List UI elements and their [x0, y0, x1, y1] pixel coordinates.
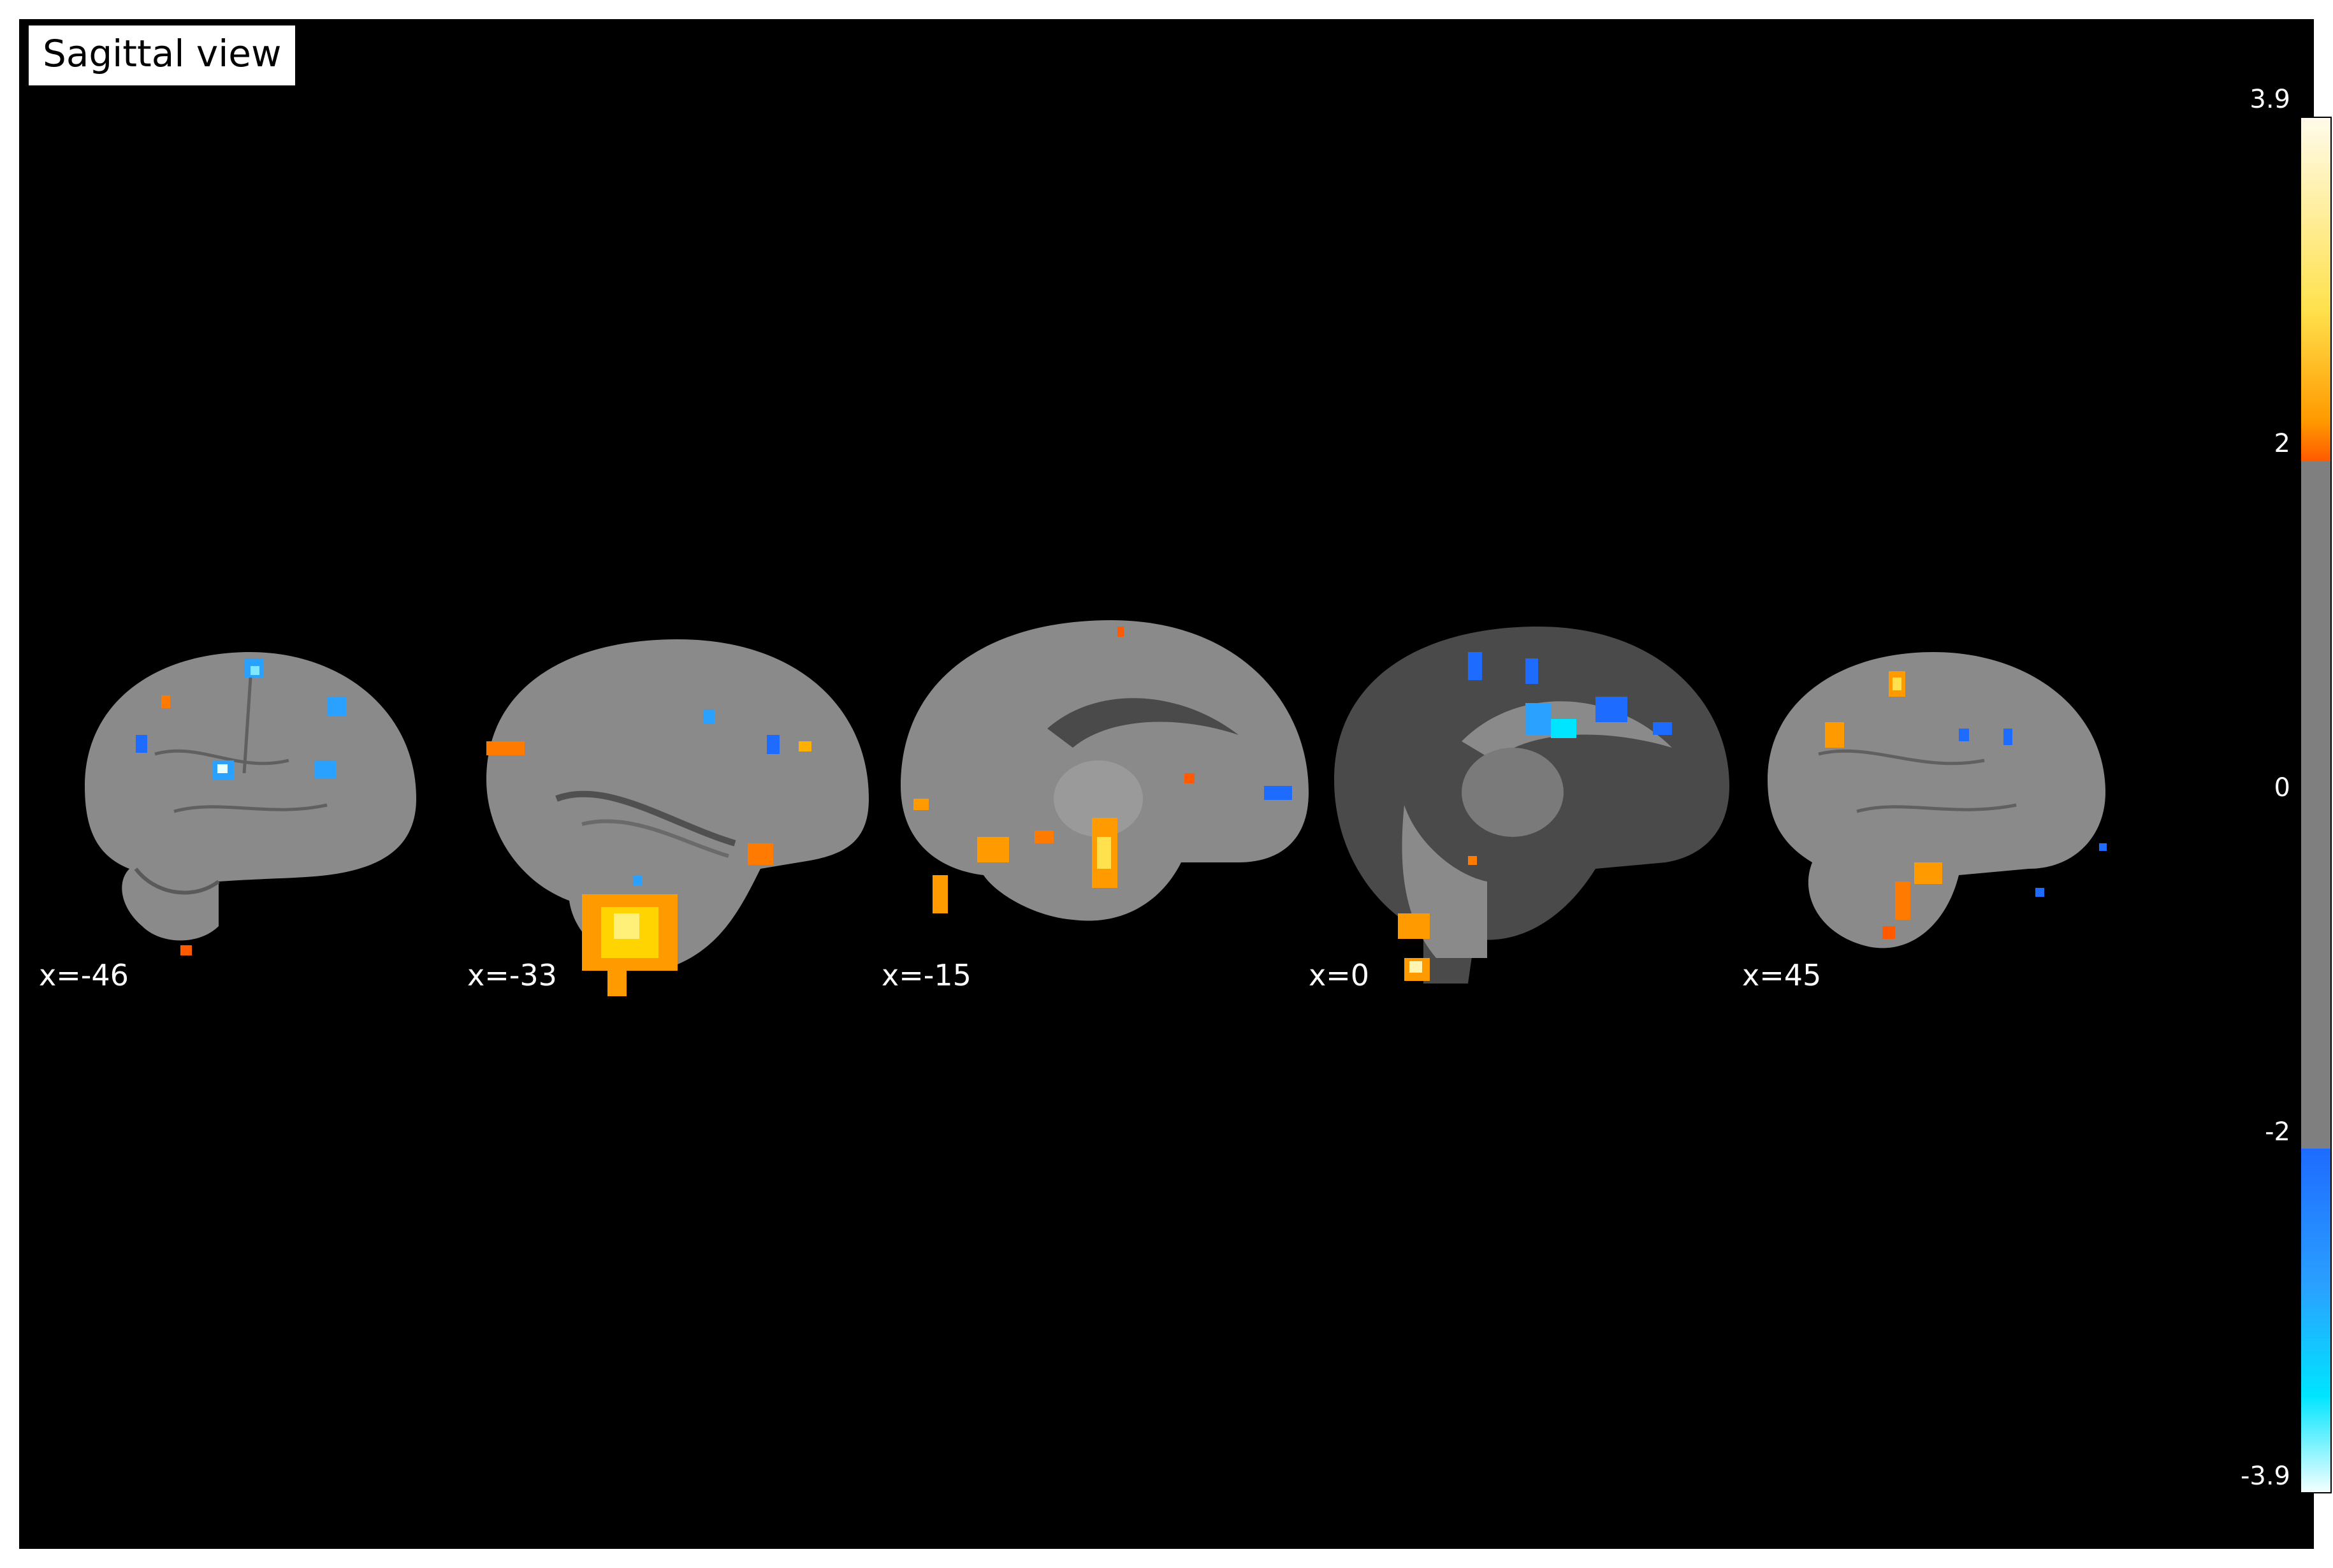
sagittal-slice-5: x=45: [1742, 627, 2137, 992]
slice-5-coordinate-label: x=45: [1742, 958, 1822, 992]
sagittal-slice-3: x=-15: [882, 595, 1315, 992]
slice-2-image: [486, 639, 869, 996]
slice-3-coordinate-label: x=-15: [882, 958, 971, 992]
brain-plot-panel: Sagittal view x=-46: [19, 19, 2332, 1549]
colorbar-tick-lower-threshold: -2: [2265, 1117, 2290, 1147]
sagittal-slice-4: x=0: [1309, 601, 1742, 996]
slice-3-image: [901, 620, 1309, 921]
slice-5-image: [1768, 652, 2107, 948]
sagittal-slice-1: x=-46: [39, 627, 442, 992]
colorbar-tick-max: 3.9: [2249, 85, 2290, 114]
slice-1-coordinate-label: x=-46: [39, 958, 129, 992]
sagittal-slice-2: x=-33: [467, 614, 888, 996]
slice-1-image: [85, 652, 416, 955]
slice-4-coordinate-label: x=0: [1309, 958, 1370, 992]
slice-2-coordinate-label: x=-33: [467, 958, 557, 992]
plot-title: Sagittal view: [29, 25, 296, 85]
colorbar-tick-zero: 0: [2274, 773, 2290, 802]
colorbar-tick-min: -3.9: [2240, 1462, 2290, 1491]
slice-4-image: [1334, 627, 1729, 984]
colorbar: [2300, 117, 2332, 1493]
colorbar-tick-upper-threshold: 2: [2274, 429, 2290, 458]
